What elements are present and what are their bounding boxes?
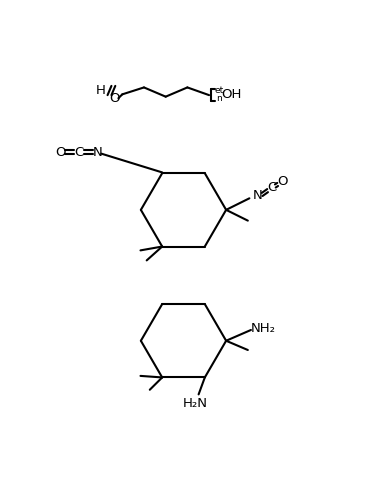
- Text: et: et: [214, 86, 224, 95]
- Text: N: N: [93, 146, 102, 159]
- Text: O: O: [277, 175, 288, 188]
- Text: O: O: [109, 92, 120, 105]
- Text: H₂N: H₂N: [183, 397, 208, 410]
- Text: OH: OH: [221, 88, 242, 101]
- Text: H: H: [96, 84, 105, 97]
- Text: N: N: [252, 188, 262, 202]
- Text: n: n: [216, 94, 222, 103]
- Text: O: O: [55, 146, 65, 159]
- Text: C: C: [267, 181, 277, 194]
- Text: NH₂: NH₂: [251, 322, 276, 335]
- Text: C: C: [74, 146, 83, 159]
